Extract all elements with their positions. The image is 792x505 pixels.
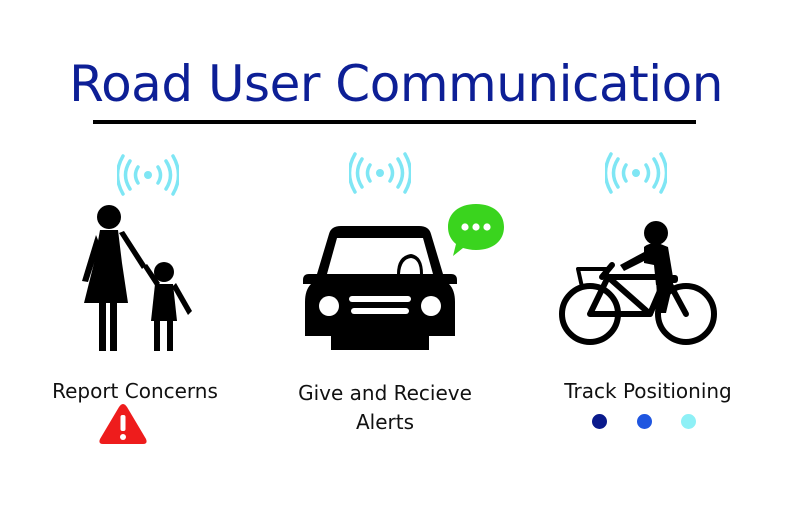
report-concerns-label: Report Concerns	[52, 379, 218, 403]
position-dot-dark	[592, 414, 607, 429]
warning-icon	[99, 404, 147, 444]
position-dot-mid	[637, 414, 652, 429]
title-divider	[93, 120, 696, 124]
chat-bubble-icon	[448, 204, 504, 256]
position-dot-light	[681, 414, 696, 429]
wireless-signal-icon	[117, 154, 179, 196]
pedestrian-woman-child-icon	[82, 205, 192, 351]
wireless-signal-icon	[349, 152, 411, 194]
track-positioning-label: Track Positioning	[564, 379, 732, 403]
wireless-signal-icon	[605, 152, 667, 194]
car-front-icon	[303, 226, 457, 350]
alerts-label-line1: Give and Recieve	[298, 381, 472, 405]
bicycle-rider-icon	[559, 221, 717, 345]
page-title: Road User Communication	[69, 55, 723, 113]
alerts-label-line2: Alerts	[355, 410, 415, 434]
